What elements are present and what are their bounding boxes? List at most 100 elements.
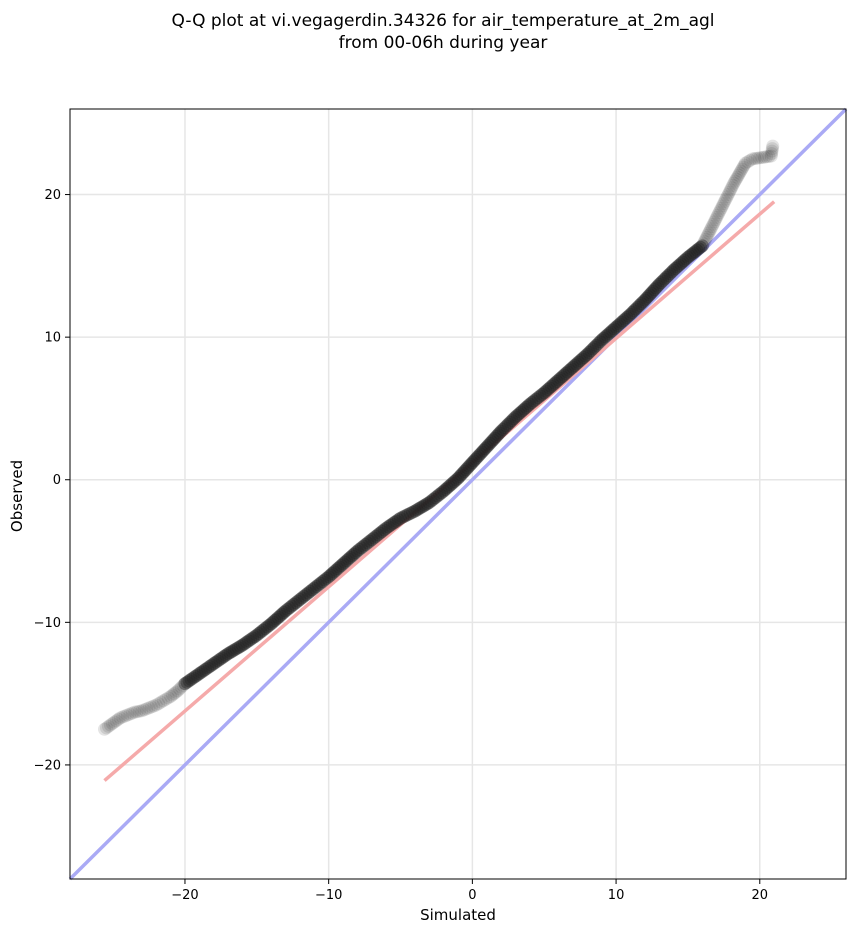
data-point — [690, 243, 704, 257]
data-point — [734, 164, 748, 178]
data-point — [422, 496, 436, 510]
data-point — [375, 524, 389, 538]
data-point — [109, 714, 123, 728]
data-point — [523, 397, 537, 411]
data-point — [147, 699, 161, 713]
data-point — [149, 698, 163, 712]
data-point — [507, 412, 521, 426]
data-point — [246, 631, 260, 645]
data-point — [169, 685, 183, 699]
data-point — [270, 612, 284, 626]
data-point — [649, 281, 663, 295]
data-point — [575, 352, 589, 366]
data-point — [559, 367, 573, 381]
data-point — [424, 494, 438, 508]
data-point — [618, 312, 632, 326]
data-point — [702, 226, 716, 240]
data-point — [722, 185, 736, 199]
data-point — [440, 481, 454, 495]
data-point — [449, 473, 463, 487]
data-point — [517, 402, 531, 416]
chart-subtitle: from 00-06h during year — [339, 33, 548, 53]
data-point — [652, 277, 666, 291]
data-point — [550, 375, 564, 389]
data-point — [568, 358, 582, 372]
data-point — [156, 694, 170, 708]
data-point — [416, 499, 430, 513]
data-point — [318, 573, 332, 587]
data-point — [719, 192, 733, 206]
data-point — [217, 650, 231, 664]
data-point — [614, 315, 628, 329]
data-point — [233, 639, 247, 653]
data-point — [418, 498, 432, 512]
data-point — [383, 518, 397, 532]
data-point — [430, 489, 444, 503]
data-point — [746, 152, 760, 166]
data-point — [571, 355, 585, 369]
data-point — [611, 319, 625, 333]
data-point — [764, 149, 778, 163]
data-point — [584, 344, 598, 358]
data-point — [184, 672, 198, 686]
data-point — [729, 172, 743, 186]
data-point — [144, 700, 158, 714]
data-point — [385, 517, 399, 531]
x-tick-label: −20 — [171, 888, 198, 903]
data-point — [501, 417, 515, 431]
data-point — [580, 347, 594, 361]
data-point — [387, 516, 401, 530]
data-point — [586, 342, 600, 356]
x-tick-label: 10 — [608, 888, 625, 903]
data-point — [644, 286, 658, 300]
data-point — [264, 617, 278, 631]
data-point — [661, 268, 675, 282]
data-point — [205, 658, 219, 672]
data-point — [561, 365, 575, 379]
data-point — [359, 538, 373, 552]
data-point — [533, 389, 547, 403]
data-point — [539, 384, 553, 398]
data-point — [262, 618, 276, 632]
data-point — [433, 487, 447, 501]
y-axis-ticks: −20 −10 0 10 20 — [34, 188, 70, 773]
data-point — [213, 652, 227, 666]
data-point — [194, 665, 208, 679]
data-point — [713, 204, 727, 218]
data-point — [500, 419, 513, 433]
data-point — [398, 509, 412, 523]
data-point — [401, 508, 415, 522]
data-point — [721, 188, 735, 202]
data-point — [367, 531, 381, 545]
data-point — [442, 479, 456, 493]
data-point — [198, 662, 212, 676]
chart-title: Q-Q plot at vi.vegagerdin.34326 for air_… — [171, 11, 714, 31]
data-point — [365, 533, 379, 547]
data-point — [654, 276, 668, 290]
y-tick-label: 10 — [44, 331, 61, 346]
data-point — [465, 456, 479, 470]
data-point — [154, 695, 168, 709]
data-point — [765, 147, 779, 161]
y-tick-label: 0 — [53, 473, 61, 488]
data-point — [118, 709, 132, 723]
data-point — [240, 635, 254, 649]
data-point — [604, 325, 618, 339]
data-point — [297, 589, 311, 603]
data-point — [99, 721, 113, 735]
identity-line-segment — [68, 107, 848, 881]
data-point — [394, 511, 408, 525]
data-point — [252, 627, 266, 641]
data-point — [291, 594, 305, 608]
data-point — [285, 599, 299, 613]
data-point — [242, 634, 256, 648]
data-point — [329, 563, 343, 577]
data-point — [287, 597, 301, 611]
data-point — [531, 391, 545, 405]
data-point — [597, 331, 610, 345]
data-point — [695, 239, 709, 253]
data-point — [512, 407, 526, 421]
data-point — [373, 526, 387, 540]
data-point — [634, 297, 648, 311]
data-point — [733, 166, 747, 180]
